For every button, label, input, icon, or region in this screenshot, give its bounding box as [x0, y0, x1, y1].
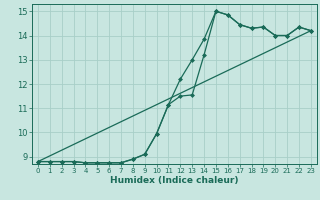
X-axis label: Humidex (Indice chaleur): Humidex (Indice chaleur) [110, 176, 239, 185]
